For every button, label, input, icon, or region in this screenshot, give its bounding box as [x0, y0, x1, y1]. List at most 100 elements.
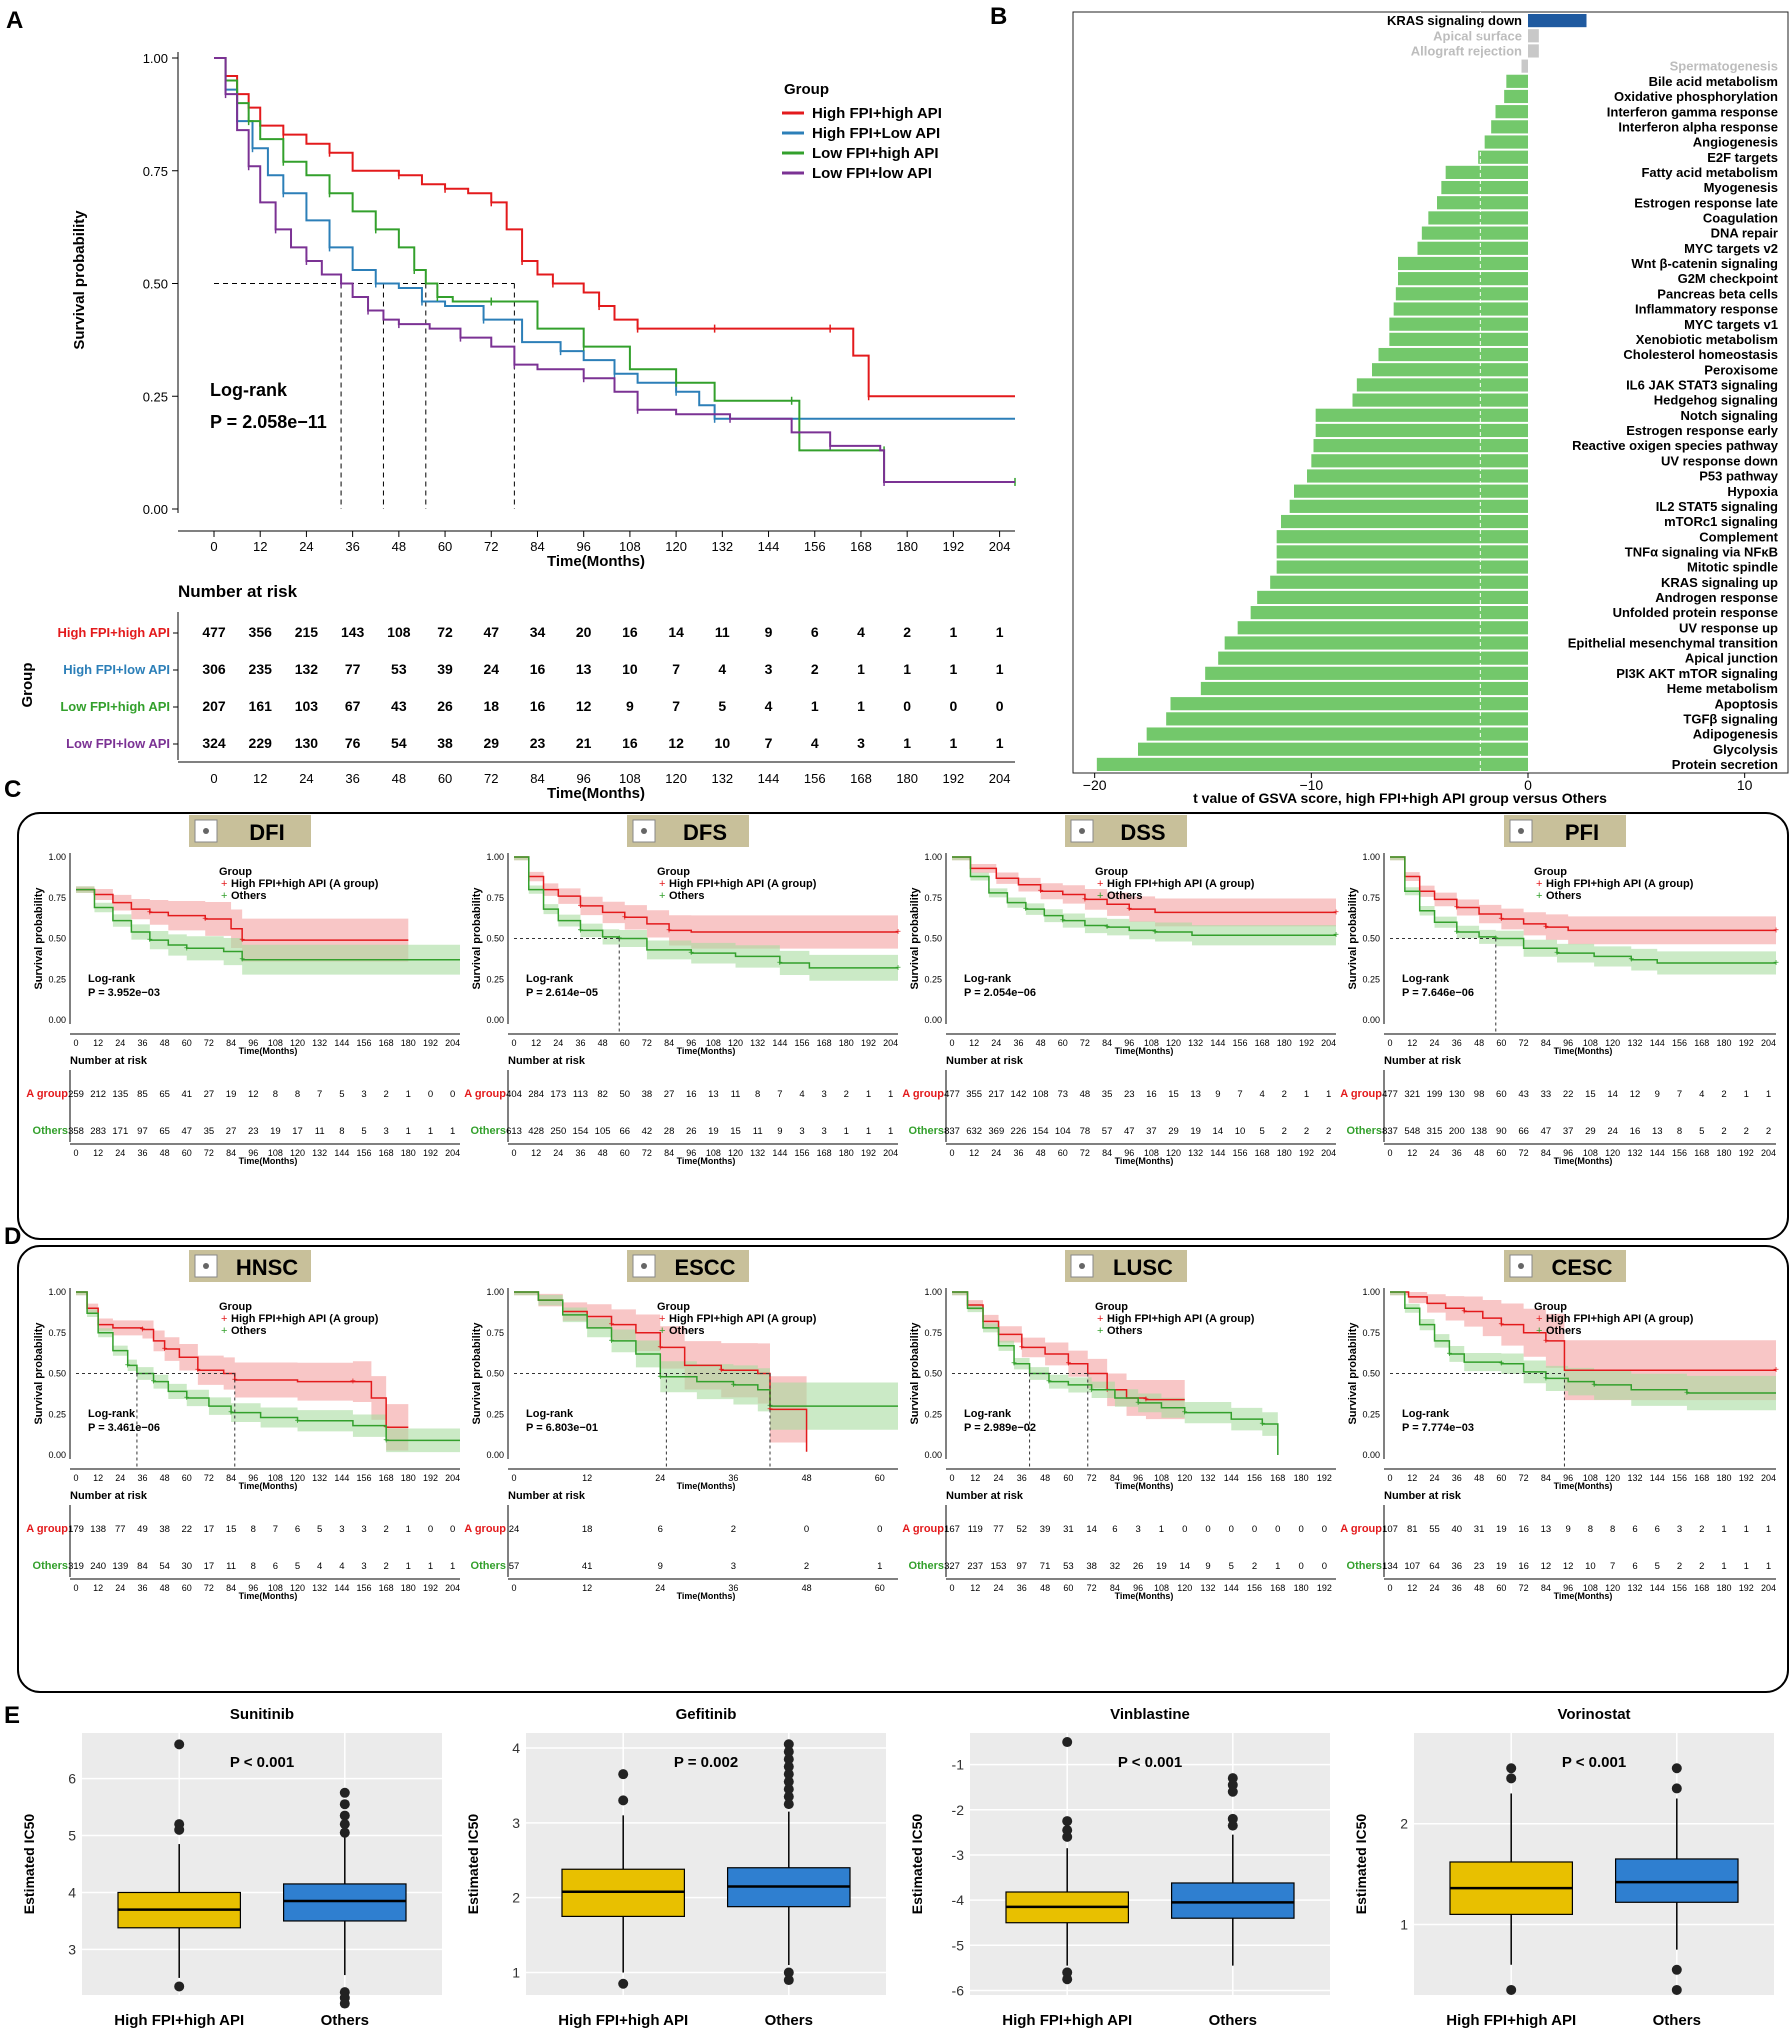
km-curve	[514, 856, 898, 969]
y-tick-label: 0.50	[486, 934, 504, 944]
bar-label: Androgen response	[1655, 590, 1778, 605]
confidence-band	[514, 1292, 898, 1432]
y-axis-label: Survival probability	[471, 1322, 483, 1425]
legend-title: Group	[1095, 866, 1128, 878]
risk-value: 5	[1260, 1126, 1265, 1137]
risk-value: 60	[1496, 1089, 1507, 1100]
x-tick-label: 108	[706, 1038, 721, 1048]
x-tick-label: 192	[1317, 1473, 1332, 1483]
risk-value: 0	[428, 1524, 433, 1535]
risk-x-tick: 72	[1087, 1583, 1097, 1593]
x-tick-label: Others	[1653, 2012, 1701, 2029]
bar	[1170, 697, 1528, 711]
x-tick-label: 120	[290, 1038, 305, 1048]
risk-x-tick: 108	[1144, 1148, 1159, 1158]
risk-x-tick: 84	[664, 1148, 674, 1158]
risk-value: 2	[1699, 1524, 1704, 1535]
legend-swatch: +	[659, 1325, 665, 1337]
outlier	[783, 1799, 794, 1810]
confidence-band	[952, 857, 1336, 947]
risk-value: 47	[181, 1126, 192, 1137]
risk-x-tick: 144	[1650, 1583, 1665, 1593]
risk-value: 5	[1699, 1126, 1704, 1137]
risk-value: 0	[1182, 1524, 1187, 1535]
risk-value: 237	[967, 1561, 983, 1572]
legend-title: Group	[1534, 866, 1567, 878]
title-box: PFI	[1504, 815, 1626, 847]
outlier	[339, 1810, 350, 1821]
x-tick-label: 144	[334, 1473, 349, 1483]
bar-label: Hypoxia	[1727, 484, 1778, 499]
y-tick-label: 0.25	[486, 1409, 504, 1419]
x-tick-label: 132	[711, 539, 733, 554]
bar	[1528, 29, 1539, 43]
risk-row-label: A group	[902, 1523, 944, 1535]
risk-value: 10	[1585, 1561, 1596, 1572]
censor-mark: +	[1104, 922, 1110, 933]
risk-value: 54	[159, 1561, 170, 1572]
bar	[1276, 560, 1528, 574]
x-tick-label: 0	[1387, 1473, 1392, 1483]
x-tick-label: 192	[423, 1473, 438, 1483]
risk-value: 1	[996, 661, 1004, 677]
risk-value: 2	[384, 1561, 389, 1572]
risk-value: 16	[530, 661, 546, 677]
x-tick-label: 48	[160, 1473, 170, 1483]
risk-x-tick: 96	[1563, 1583, 1573, 1593]
risk-value: 321	[1404, 1089, 1420, 1100]
risk-x-tick: 36	[1452, 1583, 1462, 1593]
y-tick-label: 5	[68, 1828, 76, 1844]
risk-value: 97	[1017, 1561, 1028, 1572]
risk-value: 39	[1040, 1524, 1051, 1535]
bar	[1506, 74, 1528, 88]
risk-value: 38	[437, 735, 453, 751]
x-tick-label: 108	[1583, 1473, 1598, 1483]
censor-mark: +	[1143, 1395, 1149, 1406]
risk-x-tick: 144	[334, 1583, 349, 1593]
risk-value: 26	[686, 1126, 697, 1137]
x-tick-label: 36	[1017, 1473, 1027, 1483]
risk-value: 404	[506, 1089, 522, 1100]
risk-x-tick: 84	[1541, 1583, 1551, 1593]
risk-value: 1	[903, 735, 911, 751]
x-tick-label: 48	[1474, 1473, 1484, 1483]
risk-value: 81	[1407, 1524, 1418, 1535]
y-tick-label: 1.00	[48, 1287, 66, 1297]
risk-x-tick: 192	[861, 1148, 876, 1158]
censor-mark: +	[767, 1401, 773, 1412]
risk-x-tick: 12	[582, 1583, 592, 1593]
panel-label-d: D	[4, 1223, 21, 1250]
risk-x-tick: 48	[1040, 1583, 1050, 1593]
risk-x-tick: 0	[73, 1583, 78, 1593]
censor-mark: +	[184, 943, 190, 954]
risk-value: 21	[576, 735, 592, 751]
risk-x-tick: 120	[1605, 1583, 1620, 1593]
risk-value: 0	[996, 698, 1004, 714]
risk-value: 3	[339, 1524, 344, 1535]
risk-value: 138	[1471, 1126, 1487, 1137]
bar-label: Fatty acid metabolism	[1641, 165, 1778, 180]
censor-mark: +	[125, 1360, 131, 1371]
legend-title: Group	[219, 866, 252, 878]
risk-x-tick: 60	[1496, 1583, 1506, 1593]
risk-value: 0	[949, 698, 957, 714]
x-tick-label: 60	[1063, 1473, 1073, 1483]
risk-value: 837	[944, 1126, 960, 1137]
risk-value: 3	[361, 1089, 366, 1100]
x-tick-label: 144	[1650, 1473, 1665, 1483]
risk-value: 55	[1429, 1524, 1440, 1535]
y-tick-label: -1	[952, 1757, 965, 1773]
x-tick-label: 180	[401, 1038, 416, 1048]
risk-value: 0	[450, 1089, 455, 1100]
risk-x-tick: 168	[1255, 1148, 1270, 1158]
risk-x-tick: 36	[1017, 1583, 1027, 1593]
risk-value: 77	[345, 661, 361, 677]
logrank-pvalue: P = 3.952e−03	[88, 987, 160, 999]
x-tick-label: 180	[401, 1473, 416, 1483]
risk-x-tick: 60	[1058, 1148, 1068, 1158]
x-tick-label: 132	[1188, 1038, 1203, 1048]
x-tick-label: 156	[356, 1473, 371, 1483]
x-tick-label: 0	[210, 539, 217, 554]
x-tick-label: 156	[1672, 1473, 1687, 1483]
risk-x-tick: 144	[772, 1148, 787, 1158]
